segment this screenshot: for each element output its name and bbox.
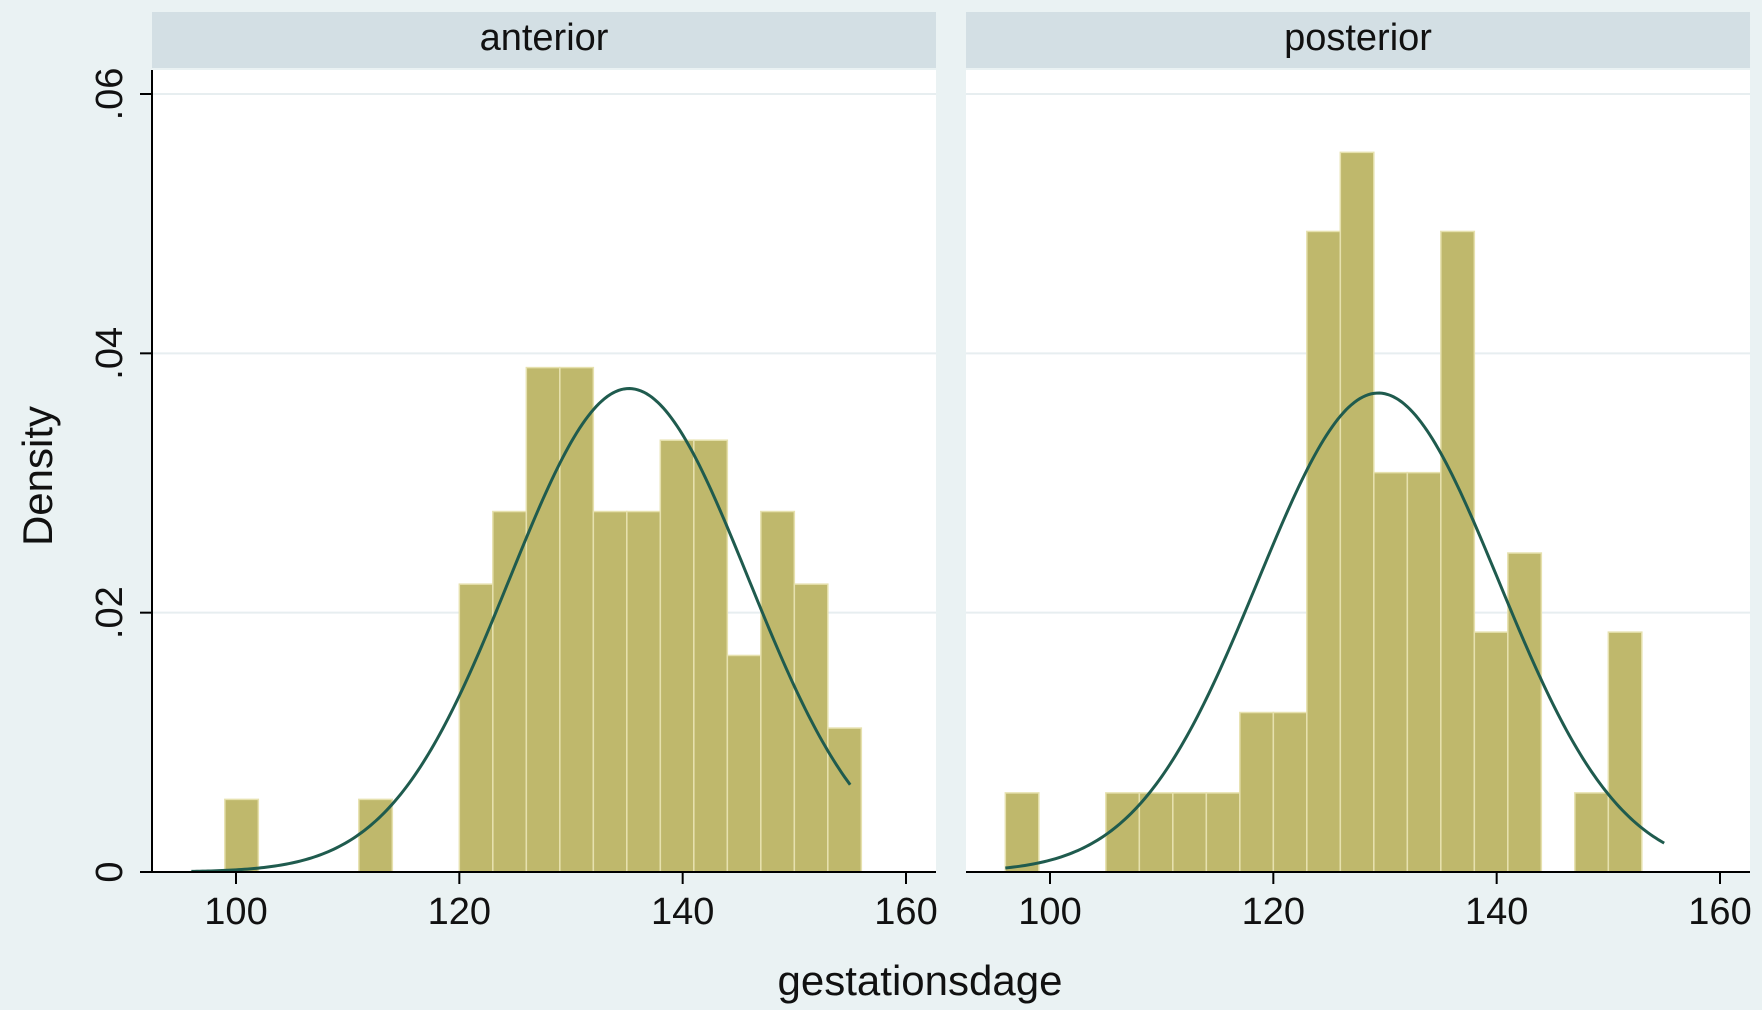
histogram-bar — [760, 510, 796, 873]
y-ticks-anterior: 0 .02 .04 .06 — [89, 68, 152, 883]
x-tick-label: 140 — [651, 891, 714, 933]
panel-posterior: posterior 100 120 140 160 — [966, 12, 1752, 933]
x-tick-label: 120 — [428, 891, 491, 933]
histogram-bar — [659, 439, 695, 873]
histogram-bar — [1373, 471, 1409, 873]
x-ticks-posterior: 100 120 140 160 — [1018, 872, 1752, 933]
panel-label-anterior: anterior — [480, 17, 609, 59]
histogram-bar — [592, 510, 628, 873]
histogram-bar — [1473, 631, 1509, 873]
y-tick-label: 0 — [89, 861, 131, 882]
normal-curve-anterior — [191, 387, 852, 873]
histogram-bar — [1339, 151, 1375, 873]
histogram-bar — [1172, 792, 1208, 873]
histogram-bar — [827, 727, 863, 873]
histogram-bar — [525, 366, 561, 873]
histogram-bar — [1004, 792, 1040, 873]
histogram-bar — [559, 366, 595, 873]
histogram-bar — [224, 798, 260, 873]
y-tick-label: .04 — [89, 327, 131, 380]
x-tick-label: 140 — [1465, 891, 1528, 933]
panel-strip-anterior — [152, 12, 936, 68]
x-tick-label: 100 — [204, 891, 267, 933]
normal-curve-posterior — [1005, 391, 1665, 870]
histogram-bar — [1138, 792, 1174, 873]
y-tick-label: .06 — [89, 68, 131, 121]
panel-anterior: anterior 100 120 140 160 0 .02 .04 .06 — [89, 12, 938, 933]
histogram-bar — [1607, 631, 1643, 873]
panel-label-posterior: posterior — [1284, 17, 1432, 59]
histogram-bar — [1440, 230, 1476, 873]
histogram-bar — [726, 654, 762, 873]
histogram-bar — [1272, 711, 1308, 873]
histogram-bar — [1205, 792, 1241, 873]
normal-density-line — [1005, 391, 1665, 870]
histogram-bar — [693, 439, 729, 873]
histogram-bar — [626, 510, 662, 873]
histogram-bar — [1574, 792, 1610, 873]
normal-density-line — [191, 387, 852, 873]
histogram-bar — [1239, 711, 1275, 873]
x-tick-label: 120 — [1242, 891, 1305, 933]
x-tick-label: 160 — [874, 891, 937, 933]
y-tick-label: .02 — [89, 586, 131, 639]
x-tick-label: 100 — [1018, 891, 1081, 933]
histogram-bar — [1507, 552, 1543, 873]
x-ticks-anterior: 100 120 140 160 — [204, 872, 938, 933]
y-axis-title: Density — [14, 406, 61, 546]
histogram-bar — [793, 583, 829, 873]
histogram-bar — [492, 510, 528, 873]
panel-strip-posterior — [966, 12, 1750, 68]
x-tick-label: 160 — [1688, 891, 1751, 933]
axes-anterior — [151, 70, 936, 873]
x-axis-title: gestationsdage — [778, 957, 1063, 1004]
histogram-bar — [1406, 471, 1442, 873]
histogram-bar — [458, 583, 494, 873]
bars-posterior — [1004, 151, 1643, 873]
histogram-bar — [1306, 230, 1342, 873]
